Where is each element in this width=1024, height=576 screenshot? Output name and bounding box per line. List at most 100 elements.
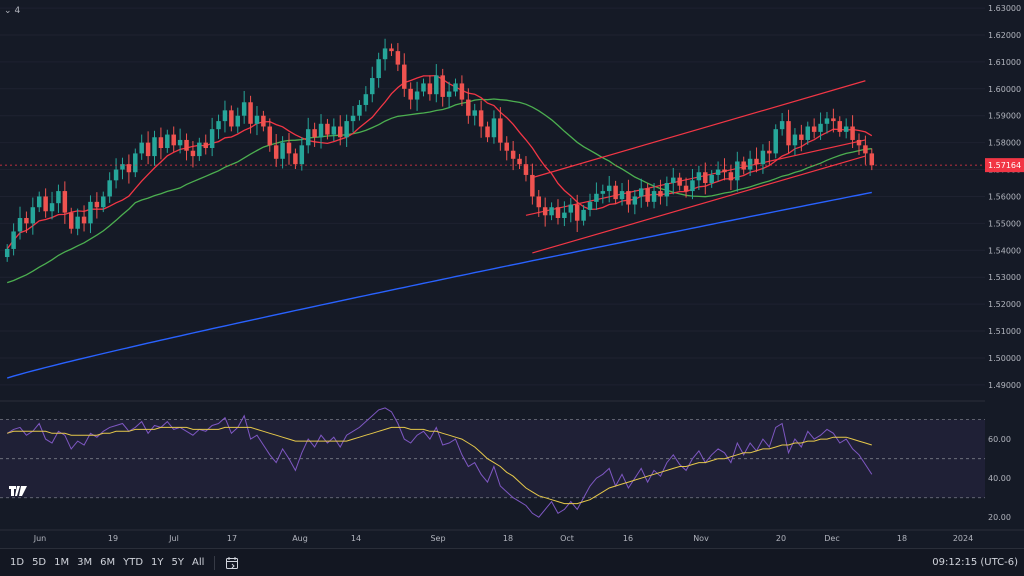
range-1m-button[interactable]: 1M — [54, 556, 70, 568]
candle-body — [203, 142, 208, 149]
candle-body — [24, 217, 29, 224]
candle-body — [376, 59, 381, 79]
candle-body — [145, 142, 151, 157]
candle-body — [869, 153, 875, 166]
candle-body — [856, 139, 862, 146]
timezone-clock[interactable]: 09:12:15 (UTC-6) — [932, 557, 1018, 568]
candle-body — [107, 180, 112, 197]
candle-body — [43, 196, 48, 212]
candle-body — [152, 137, 157, 157]
candle-body — [459, 83, 465, 100]
candle-body — [331, 126, 337, 135]
candle-body — [56, 191, 61, 204]
candle-body — [626, 191, 631, 205]
time-tick-label: Jun — [33, 534, 47, 543]
range-5y-button[interactable]: 5Y — [171, 556, 185, 568]
last-price-tag — [985, 158, 1024, 173]
candle-body — [216, 121, 221, 130]
channel-line — [532, 155, 866, 254]
candle-body — [446, 91, 452, 97]
candle-body — [683, 185, 689, 192]
time-tick-label: Oct — [560, 534, 574, 543]
candle-body — [600, 191, 606, 194]
range-6m-button[interactable]: 6M — [100, 556, 116, 568]
price-gridlines — [0, 7, 985, 386]
candle-body — [312, 129, 317, 138]
candle-body — [581, 209, 586, 221]
collapse-indicators-button[interactable]: ⌄ 4 — [4, 4, 20, 18]
candle-body — [491, 118, 497, 138]
price-tick-label: 1.62000 — [988, 31, 1021, 40]
candle-body — [75, 216, 80, 229]
candle-body — [139, 142, 144, 154]
candle-body — [466, 99, 471, 116]
candle-body — [184, 139, 189, 151]
candle-body — [389, 48, 394, 52]
time-tick-label: 18 — [897, 534, 907, 543]
chevron-down-icon: ⌄ — [4, 6, 12, 16]
calendar-icon[interactable] — [225, 556, 239, 570]
candle-body — [171, 134, 176, 146]
candle-body — [113, 169, 119, 181]
candle-body — [363, 94, 369, 105]
candle-body — [254, 115, 260, 124]
candle-body — [811, 126, 817, 132]
candle-body — [325, 123, 330, 135]
price-tick-label: 1.61000 — [988, 58, 1021, 67]
candle-body — [261, 115, 266, 127]
candle-body — [767, 150, 772, 154]
candle-body — [414, 91, 420, 100]
candle-body — [273, 145, 279, 159]
range-ytd-button[interactable]: YTD — [123, 556, 144, 568]
price-tick-label: 1.59000 — [988, 112, 1021, 121]
range-1d-button[interactable]: 1D — [10, 556, 25, 568]
price-axis: 1.63000 1.62000 1.61000 1.60000 1.59000 1.580… — [988, 4, 1021, 390]
candle-body — [190, 150, 196, 157]
candle-body — [760, 150, 766, 165]
candle-body — [504, 142, 509, 151]
range-1y-button[interactable]: 1Y — [151, 556, 164, 568]
candle-body — [677, 177, 682, 186]
candle-body — [517, 158, 522, 165]
candle-body — [293, 153, 298, 165]
candle-body — [747, 158, 753, 170]
candle-body — [619, 191, 625, 200]
candle-body — [36, 196, 42, 208]
candle-body — [49, 203, 55, 212]
rsi-tick-label: 60.00 — [988, 435, 1011, 444]
tradingview-logo[interactable] — [9, 486, 27, 496]
candle-body — [703, 172, 708, 184]
range-5d-button[interactable]: 5D — [32, 556, 47, 568]
candle-body — [305, 129, 311, 146]
price-tick-label: 1.56000 — [988, 192, 1021, 201]
candle-body — [632, 196, 638, 205]
candle-body — [754, 158, 759, 165]
candle-body — [498, 118, 503, 143]
candle-body — [88, 201, 93, 224]
candle-body — [638, 188, 644, 197]
moving-averages — [6, 74, 873, 379]
candle-body — [370, 78, 375, 95]
rsi-tick-label: 20.00 — [988, 513, 1011, 522]
candle-body — [549, 207, 554, 216]
candle-body — [408, 88, 413, 100]
candle-body — [62, 191, 68, 213]
candle-body — [30, 207, 36, 224]
candle-body — [831, 118, 836, 122]
trend-channel[interactable] — [525, 80, 866, 254]
range-all-button[interactable]: All — [192, 556, 205, 568]
candle-body — [568, 204, 574, 213]
candle-body — [241, 102, 247, 116]
candle-body — [843, 126, 849, 132]
candle-body — [792, 134, 798, 146]
range-3m-button[interactable]: 3M — [77, 556, 93, 568]
candle-body — [728, 172, 734, 181]
time-tick-label: 14 — [351, 534, 361, 543]
price-tick-label: 1.52000 — [988, 300, 1021, 309]
candle-body — [536, 196, 542, 208]
channel-line — [525, 139, 866, 216]
candle-body — [69, 212, 74, 229]
toolbar-divider — [214, 555, 216, 570]
candle-body — [280, 142, 285, 159]
